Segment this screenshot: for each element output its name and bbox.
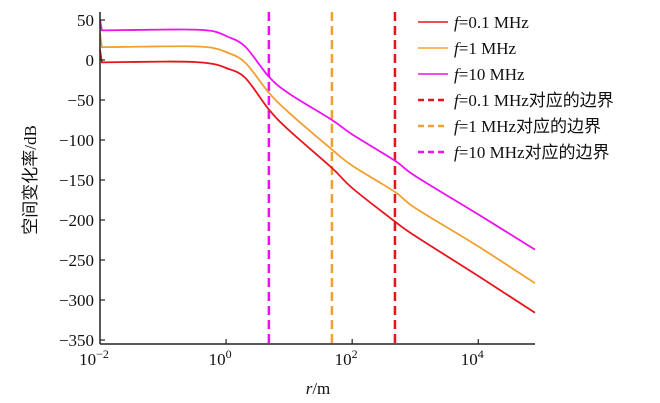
y-axis-title: 空间变化率/dB bbox=[21, 125, 40, 235]
legend-label-5: f=10 MHz对应的边界 bbox=[454, 143, 610, 162]
legend-label-0: f=0.1 MHz bbox=[454, 13, 529, 32]
y-tick-label: −250 bbox=[59, 251, 94, 270]
y-tick-label: −100 bbox=[59, 131, 94, 150]
x-tick-label: 104 bbox=[461, 347, 484, 369]
y-tick-label: 0 bbox=[86, 51, 95, 70]
y-tick-label: 50 bbox=[77, 11, 94, 30]
series-line-2 bbox=[99, 19, 536, 251]
y-tick-label: −200 bbox=[59, 211, 94, 230]
legend-label-3: f=0.1 MHz对应的边界 bbox=[454, 91, 614, 110]
y-tick-label: −350 bbox=[59, 331, 94, 350]
legend-label-1: f=1 MHz bbox=[454, 39, 516, 58]
series-line-0 bbox=[99, 49, 536, 314]
y-tick-label: −50 bbox=[67, 91, 94, 110]
series-line-1 bbox=[99, 33, 536, 284]
x-tick-label: 100 bbox=[209, 347, 232, 369]
x-tick-label: 102 bbox=[335, 347, 358, 369]
x-tick-label: 10−2 bbox=[79, 347, 109, 369]
x-axis-title: r/m bbox=[306, 379, 331, 398]
y-tick-label: −300 bbox=[59, 291, 94, 310]
legend-label-2: f=10 MHz bbox=[454, 65, 525, 84]
y-tick-label: −150 bbox=[59, 171, 94, 190]
legend-label-4: f=1 MHz对应的边界 bbox=[454, 117, 601, 136]
